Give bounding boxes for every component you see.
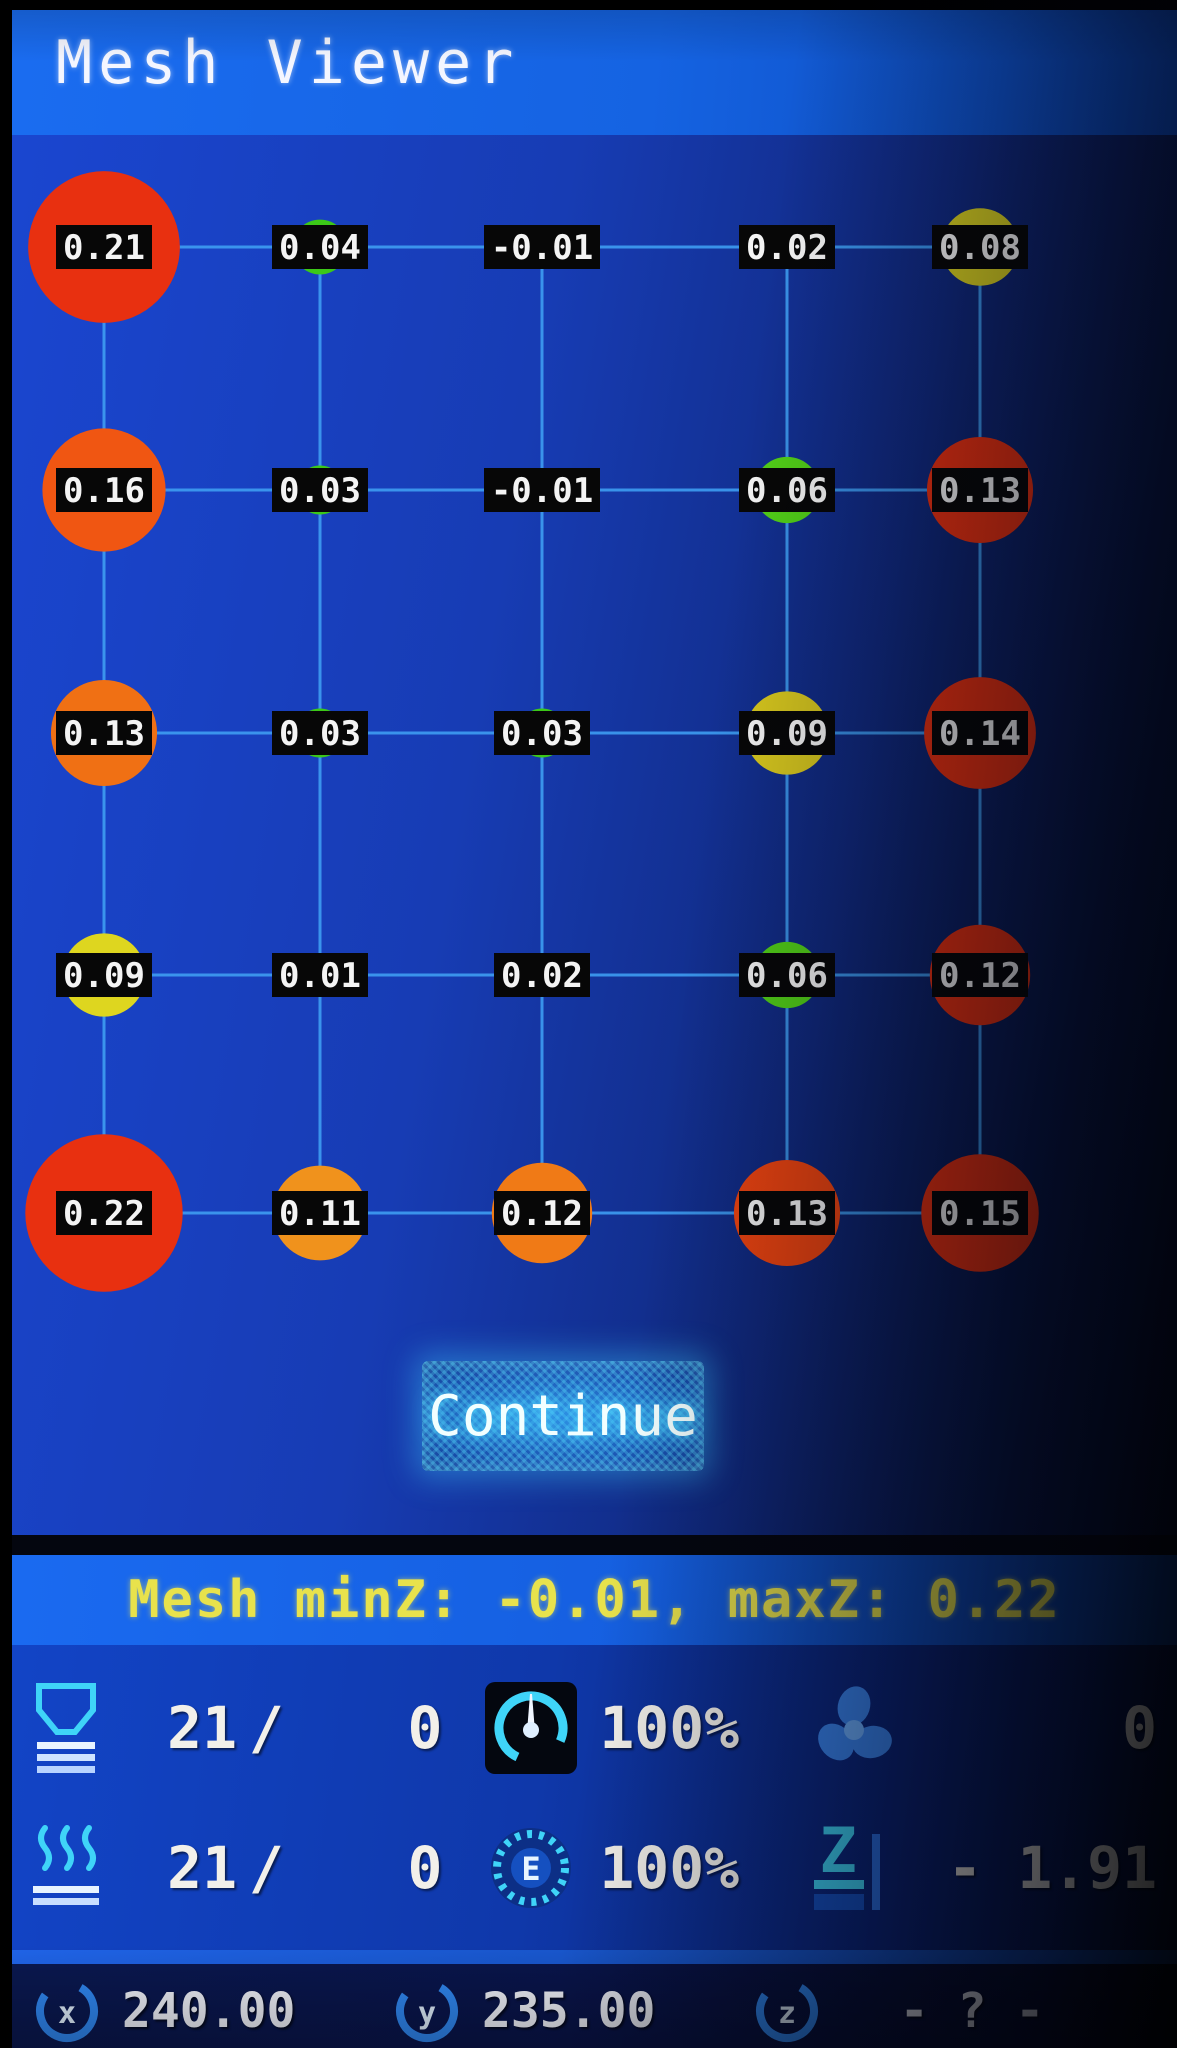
mesh-point: 0.01 [272,953,368,997]
flow-icon: E [462,1820,599,1916]
mesh-point: 0.13 [926,436,1034,544]
feedrate-icon [462,1680,599,1776]
z-axis-icon: z [732,1975,842,2047]
mesh-point: 0.22 [25,1134,183,1292]
bed-temp-separator: / [248,1834,284,1902]
mesh-point: 0.06 [739,456,835,524]
mesh-point-value: 0.13 [939,471,1021,511]
mesh-point-value: -0.01 [491,471,593,511]
status-panel: 21 / 0 100% [12,1645,1177,1950]
mesh-point: 0.02 [739,225,835,269]
lcd-screen: Mesh Viewer 0.21 0.04 -0.01 0.02 0.08 0.16 0.0… [12,10,1177,2048]
position-bar: x 240.00 y 235.00 z - ? - [12,1964,1177,2048]
bed-icon [12,1820,120,1916]
mesh-point: 0.14 [924,677,1036,789]
mesh-point: 0.11 [272,1165,368,1261]
x-axis-icon: x [12,1975,122,2047]
flow-value: 100% [599,1834,740,1902]
y-position-value: 235.00 [482,1983,656,2039]
mesh-point-value: -0.01 [491,228,593,268]
mesh-minmax-bar: Mesh minZ: -0.01, maxZ: 0.22 [12,1555,1177,1645]
mesh-point: 0.03 [494,708,590,758]
z-axis-letter: z [778,1996,796,2031]
mesh-point-value: 0.03 [279,471,361,511]
mesh-point-value: 0.08 [939,228,1021,268]
mesh-point-value: 0.02 [501,956,583,996]
continue-button[interactable]: Continue [422,1361,704,1471]
mesh-point: 0.08 [932,208,1028,286]
mesh-point-value: 0.09 [746,714,828,754]
mesh-point: 0.13 [733,1159,841,1267]
z-position-value: - ? - [899,1983,1045,2039]
mesh-point: -0.01 [484,468,600,512]
z-offset-icon: Z [795,1820,912,1916]
mesh-point-value: 0.14 [939,714,1021,754]
mesh-point: 0.12 [929,924,1031,1026]
mesh-grid-area: 0.21 0.04 -0.01 0.02 0.08 0.16 0.03 -0.01 0.06 0.… [12,135,1177,1535]
page-title: Mesh Viewer [56,28,520,98]
continue-button-label: Continue [428,1383,698,1449]
y-axis-letter: y [418,1996,436,2031]
flow-icon-letter: E [521,1850,540,1888]
mesh-point-value: 0.06 [746,956,828,996]
mesh-point-value: 0.15 [939,1194,1021,1234]
y-axis-icon: y [372,1975,482,2047]
mesh-point: 0.21 [28,171,180,323]
feedrate-value: 100% [599,1694,740,1762]
bed-current-temp: 21 [167,1834,237,1902]
mesh-point: 0.09 [739,691,835,775]
mesh-point-value: 0.21 [63,228,145,268]
mesh-point-value: 0.22 [63,1194,145,1234]
mesh-point-value: 0.06 [746,471,828,511]
hotend-icon [12,1680,120,1776]
status-row-hotend: 21 / 0 100% [12,1663,1177,1793]
x-axis-letter: x [58,1996,76,2031]
mesh-point-value: 0.13 [63,714,145,754]
mesh-point: 0.13 [50,679,158,787]
mesh-point: 0.03 [272,465,368,515]
divider [12,1535,1177,1555]
mesh-point-value: 0.12 [501,1194,583,1234]
mesh-point: 0.15 [921,1154,1039,1272]
mesh-point: 0.04 [272,219,368,275]
mesh-point-value: 0.09 [63,956,145,996]
mesh-point-value: 0.02 [746,228,828,268]
mesh-point: -0.01 [484,225,600,269]
mesh-point: 0.09 [56,933,152,1017]
mesh-point-value: 0.16 [63,471,145,511]
mesh-point: 0.02 [494,953,590,997]
hotend-current-temp: 21 [167,1694,237,1762]
mesh-point-value: 0.03 [501,714,583,754]
mesh-point-value: 0.03 [279,714,361,754]
title-bar: Mesh Viewer [12,10,1177,135]
divider [12,1950,1177,1964]
mesh-point-value: 0.12 [939,956,1021,996]
x-position-value: 240.00 [122,1983,296,2039]
mesh-point-value: 0.04 [279,228,361,268]
mesh-point-value: 0.13 [746,1194,828,1234]
mesh-minmax-text: Mesh minZ: -0.01, maxZ: 0.22 [128,1570,1061,1630]
fan-icon [795,1682,912,1774]
z-offset-value: - 1.91 [947,1834,1157,1902]
status-row-bed: 21 / 0 E 100% Z [12,1803,1177,1933]
z-offset-icon-letter: Z [819,1820,856,1887]
mesh-point-value: 0.11 [279,1194,361,1234]
mesh-point: 0.06 [739,941,835,1009]
mesh-point: 0.12 [491,1162,593,1264]
mesh-plot: 0.21 0.04 -0.01 0.02 0.08 0.16 0.03 -0.01 0.06 0.… [25,171,1039,1292]
bed-target-temp: 0 [407,1834,443,1902]
mesh-point: 0.03 [272,708,368,758]
hotend-target-temp: 0 [407,1694,443,1762]
mesh-point-value: 0.01 [279,956,361,996]
fan-speed-value: 0 [1122,1694,1157,1762]
hotend-temp-separator: / [248,1694,284,1762]
mesh-point: 0.16 [42,428,166,552]
